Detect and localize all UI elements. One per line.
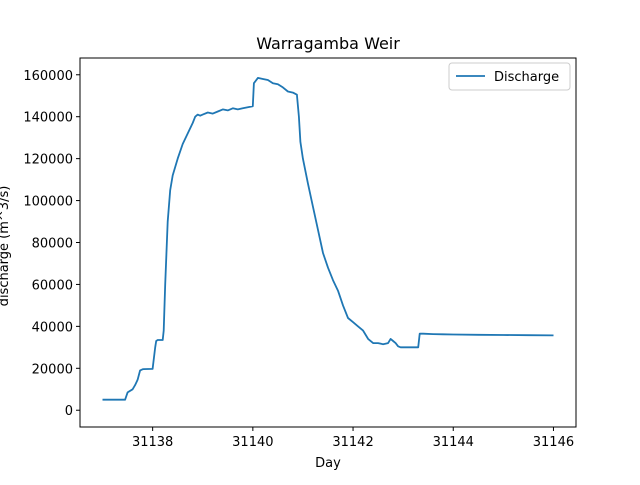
x-axis-label: Day — [315, 456, 341, 471]
y-tick-label: 160000 — [23, 69, 73, 84]
x-tick-label: 31138 — [132, 435, 173, 450]
y-tick-label: 120000 — [23, 153, 73, 168]
legend-label-discharge: Discharge — [494, 70, 559, 85]
y-tick-label: 140000 — [23, 111, 73, 126]
y-tick-label: 80000 — [32, 237, 73, 252]
x-tick-label: 31144 — [433, 435, 474, 450]
axes-frame — [79, 57, 577, 428]
legend-box — [448, 62, 571, 91]
axes: 31138 31140 31142 31144 31146 0 20000 40000 6000… — [23, 57, 577, 450]
series-line-discharge — [102, 77, 554, 401]
x-tick-label: 31140 — [232, 435, 273, 450]
y-tick-label: 60000 — [32, 278, 73, 293]
chart-title: Warragamba Weir — [256, 34, 400, 53]
legend: Discharge — [448, 62, 571, 91]
x-tick-label: 31146 — [533, 435, 574, 450]
series-layer — [102, 77, 554, 401]
y-tick-label: 0 — [65, 404, 73, 419]
y-tick-label: 100000 — [23, 195, 73, 210]
y-tick-label: 40000 — [32, 320, 73, 335]
y-tick-label: 20000 — [32, 362, 73, 377]
x-tick-label: 31142 — [332, 435, 373, 450]
y-axis-label: discharge (m^3/s) — [0, 186, 12, 307]
